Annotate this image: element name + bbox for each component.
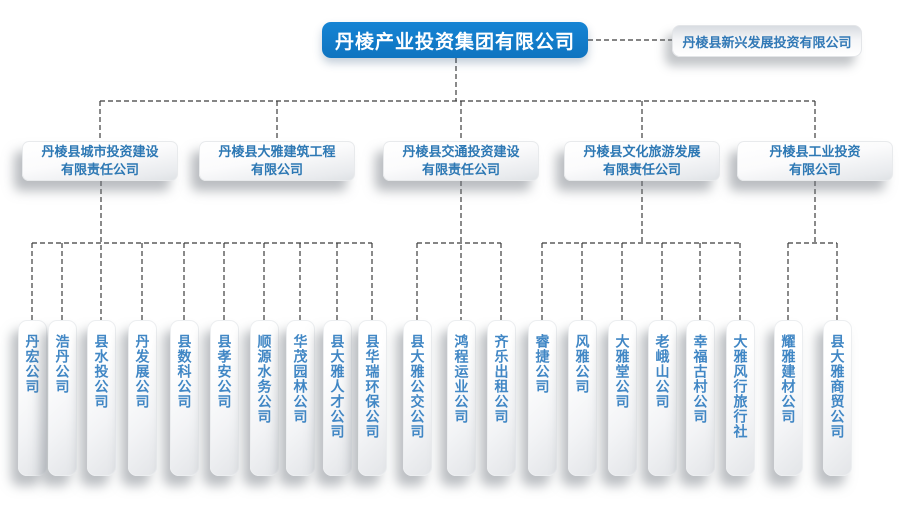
group-company-box-industrial: 丹棱县工业投资 有限公司 (737, 141, 893, 181)
subsidiary-label: 睿捷公司 (534, 334, 551, 394)
subsidiary-box: 县大雅商贸公司 (823, 320, 852, 476)
root-company-label: 丹棱产业投资集团有限公司 (334, 31, 575, 53)
group-company-label: 有限公司 (788, 162, 841, 177)
subsidiary-box: 县水投公司 (87, 320, 116, 476)
subsidiary-box: 顺源水务公司 (250, 320, 279, 476)
subsidiary-box: 大雅堂公司 (608, 320, 637, 476)
subsidiary-label: 丹发展公司 (134, 334, 151, 409)
subsidiary-label: 县大雅公交公司 (409, 334, 426, 439)
subsidiary-box: 风雅公司 (568, 320, 597, 476)
affiliate-company-label: 丹棱县新兴发展投资有限公司 (682, 34, 852, 50)
group-company-box-culture-tourism: 丹棱县文化旅游发展 有限责任公司 (564, 141, 720, 181)
subsidiary-label: 华茂园林公司 (292, 334, 309, 424)
subsidiary-label: 风雅公司 (574, 334, 591, 394)
subsidiary-label: 顺源水务公司 (256, 334, 273, 424)
subsidiary-label: 丹宏公司 (24, 334, 41, 394)
subsidiary-box: 大雅风行旅行社 (726, 320, 755, 476)
subsidiary-box: 鸿程运业公司 (447, 320, 476, 476)
subsidiary-box: 县华瑞环保公司 (358, 320, 387, 476)
group-company-label: 丹棱县大雅建筑工程 (218, 144, 336, 160)
subsidiary-label: 耀雅建材公司 (780, 334, 797, 424)
root-company-box: 丹棱产业投资集团有限公司 (322, 22, 588, 58)
group-company-label: 丹棱县文化旅游发展 (583, 144, 701, 160)
subsidiary-box: 睿捷公司 (528, 320, 557, 476)
group-company-label: 有限公司 (250, 162, 303, 177)
subsidiary-box: 县孝安公司 (210, 320, 239, 476)
subsidiary-box: 县数科公司 (170, 320, 199, 476)
subsidiary-box: 老峨山公司 (648, 320, 677, 476)
subsidiary-label: 大雅堂公司 (614, 334, 631, 409)
subsidiary-label: 大雅风行旅行社 (732, 334, 749, 439)
group-company-label: 丹棱县交通投资建设 (402, 144, 520, 160)
group-company-box-construction: 丹棱县大雅建筑工程 有限公司 (199, 141, 355, 181)
subsidiary-box: 县大雅公交公司 (403, 320, 432, 476)
subsidiary-label: 鸿程运业公司 (453, 334, 470, 424)
subsidiary-label: 幸福古村公司 (692, 334, 709, 424)
subsidiary-label: 县水投公司 (93, 334, 110, 409)
group-company-label: 丹棱县城市投资建设 (41, 144, 159, 160)
subsidiary-box: 浩丹公司 (48, 320, 77, 476)
subsidiary-box: 华茂园林公司 (286, 320, 315, 476)
group-company-label: 有限责任公司 (421, 162, 500, 177)
subsidiary-label: 县大雅人才公司 (329, 334, 346, 439)
group-company-label: 有限责任公司 (60, 162, 139, 177)
group-company-box-urban: 丹棱县城市投资建设 有限责任公司 (22, 141, 178, 181)
subsidiary-box: 齐乐出租公司 (487, 320, 516, 476)
subsidiary-label: 县数科公司 (176, 334, 193, 409)
group-company-box-transport: 丹棱县交通投资建设 有限责任公司 (383, 141, 539, 181)
subsidiary-label: 齐乐出租公司 (493, 334, 510, 424)
subsidiary-label: 浩丹公司 (54, 334, 71, 394)
subsidiary-label: 县大雅商贸公司 (829, 334, 846, 439)
subsidiary-box: 幸福古村公司 (686, 320, 715, 476)
subsidiary-label: 老峨山公司 (654, 334, 671, 409)
subsidiary-label: 县孝安公司 (216, 334, 233, 409)
subsidiary-label: 县华瑞环保公司 (364, 334, 381, 439)
affiliate-company-box: 丹棱县新兴发展投资有限公司 (672, 25, 862, 57)
subsidiary-box: 丹宏公司 (18, 320, 47, 476)
group-company-label: 丹棱县工业投资 (769, 144, 861, 160)
subsidiary-box: 丹发展公司 (128, 320, 157, 476)
subsidiary-box: 耀雅建材公司 (774, 320, 803, 476)
group-company-label: 有限责任公司 (602, 162, 681, 177)
subsidiary-box: 县大雅人才公司 (323, 320, 352, 476)
